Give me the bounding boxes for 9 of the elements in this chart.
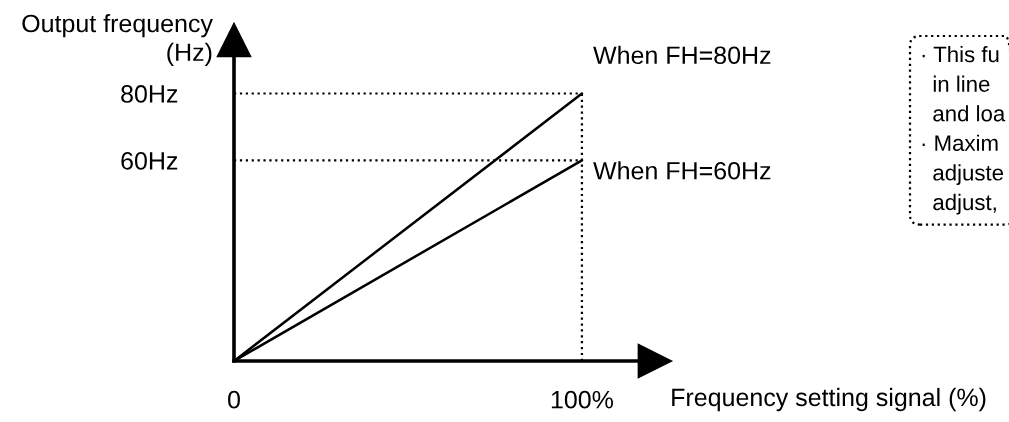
x-tick-label: 0 — [228, 390, 240, 409]
annotation: When FH=80Hz — [593, 45, 771, 65]
annotation: When FH=60Hz — [593, 161, 771, 180]
y-axis-title: Output frequency (Hz) — [22, 14, 213, 67]
y-tick-label: 80Hz — [121, 85, 178, 103]
text: · This fu in line and loa · Maxim adjuste adjust, — [922, 46, 1006, 215]
x-tick-label: 100% — [551, 390, 614, 409]
y-tick-label: 60Hz — [121, 151, 178, 170]
x-axis-title: Frequency setting signal (%) — [672, 387, 986, 412]
